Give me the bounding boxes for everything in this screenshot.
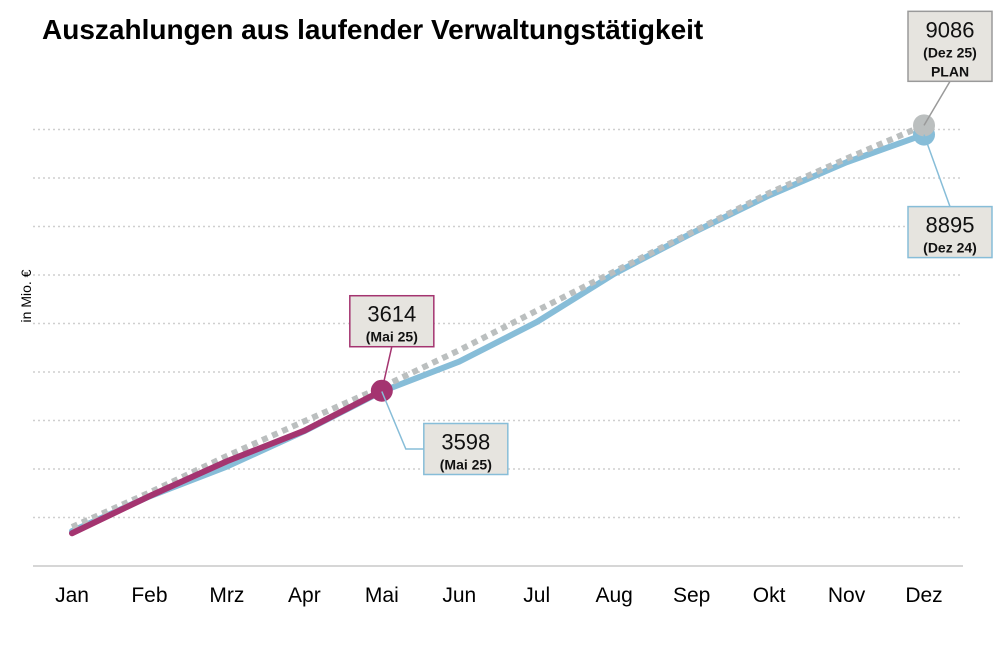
- x-tick-label: Mrz: [209, 584, 244, 607]
- x-tick-label: Dez: [905, 584, 942, 607]
- callout-connector: [381, 346, 393, 391]
- callout-box: [907, 205, 993, 259]
- x-tick-label: Feb: [131, 584, 167, 607]
- y-axis-label: in Mio. €: [18, 269, 34, 322]
- callout-sublabel: (Mai 25): [366, 329, 418, 345]
- x-tick-label: Jun: [442, 584, 476, 607]
- callouts: 9086 (Dez 25) PLAN 8895 (Dez 24) 3614 (Mai 25)…: [349, 10, 993, 476]
- callout-value: 3598: [441, 429, 490, 454]
- chart-title: Auszahlungen aus laufender Verwaltungstä…: [42, 14, 704, 45]
- x-tick-label: Aug: [595, 584, 632, 607]
- x-tick-label: Okt: [753, 584, 786, 607]
- x-tick-label: Mai: [365, 584, 399, 607]
- callout-sublabel: (Mai 25): [440, 456, 492, 472]
- x-tick-label: Sep: [673, 584, 710, 607]
- series-line: [69, 387, 385, 537]
- x-tick-label: Jul: [523, 584, 550, 607]
- x-tick-labels: Jan Feb Mrz Apr Mai Jun Jul Aug Sep Okt Nov Dez: [55, 584, 943, 607]
- callout-connector: [923, 134, 951, 207]
- series-end-marker: [913, 114, 935, 137]
- callout-value: 9086: [926, 17, 975, 42]
- callout-connector: [381, 391, 424, 450]
- callout-sublabel: PLAN: [931, 63, 969, 79]
- series-line: [70, 122, 926, 530]
- callout-box: [907, 10, 993, 83]
- callout-box: [423, 422, 509, 476]
- callout-box: [349, 294, 435, 348]
- callout-connector: [923, 80, 951, 126]
- series-lines: [69, 122, 927, 537]
- x-tick-label: Jan: [55, 584, 89, 607]
- callout-sublabel: (Dez 24): [923, 240, 977, 256]
- callout-value: 3614: [367, 302, 416, 327]
- x-tick-label: Apr: [288, 584, 321, 607]
- x-tick-label: Nov: [828, 584, 866, 607]
- callout-value: 8895: [926, 213, 975, 238]
- callout-sublabel: (Dez 25): [923, 44, 977, 60]
